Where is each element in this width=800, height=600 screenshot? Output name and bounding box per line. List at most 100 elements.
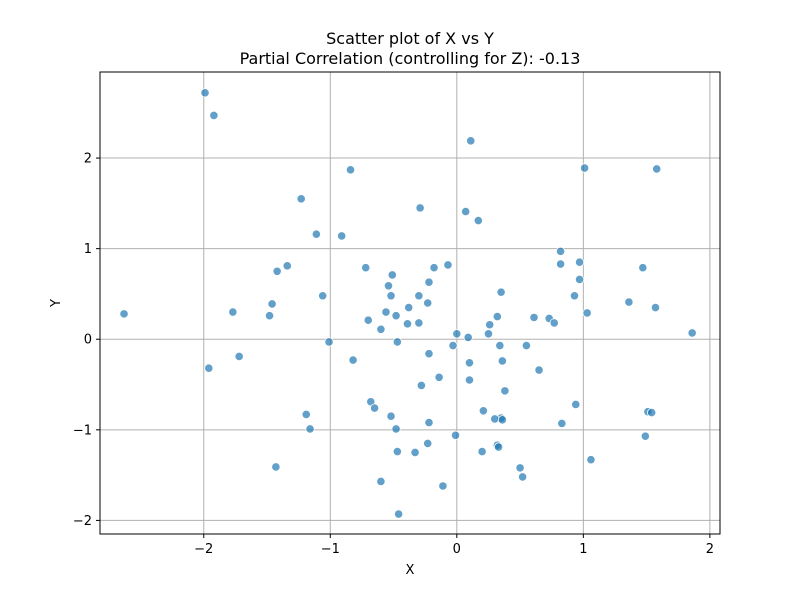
scatter-point	[392, 446, 402, 457]
scatter-point	[464, 358, 475, 368]
scatter-point	[424, 277, 434, 287]
scatter-point	[410, 447, 420, 458]
scatter-point	[574, 257, 585, 267]
scatter-point	[461, 206, 471, 217]
scatter-point	[381, 307, 391, 317]
y-tick-label: −1	[73, 423, 92, 438]
scatter-point	[414, 291, 424, 301]
scatter-point	[557, 418, 567, 429]
scatter-point	[478, 406, 488, 416]
scatter-point	[383, 281, 394, 291]
scatter-point	[497, 415, 507, 425]
scatter-point	[387, 270, 397, 280]
scatter-point	[414, 318, 424, 328]
scatter-point	[391, 311, 401, 321]
scatter-point	[529, 312, 539, 323]
scatter-point	[324, 337, 334, 347]
scatter-point	[466, 136, 476, 146]
y-tick-label: 1	[84, 242, 92, 257]
scatter-point	[434, 372, 444, 382]
scatter-point	[394, 509, 404, 519]
scatter-point	[423, 298, 433, 308]
scatter-point	[429, 263, 439, 273]
scatter-point	[282, 261, 292, 271]
y-axis-label: Y	[49, 299, 64, 308]
x-axis-label: X	[406, 563, 415, 578]
scatter-point	[264, 311, 275, 321]
scatter-point	[416, 380, 426, 391]
scatter-point	[209, 110, 219, 121]
scatter-point	[473, 215, 483, 226]
scatter-point	[311, 229, 321, 239]
scatter-point	[392, 337, 402, 347]
scatter-point	[555, 259, 566, 269]
scatter-point	[424, 349, 434, 359]
scatter-point	[555, 246, 566, 256]
scatter-point	[228, 307, 238, 317]
scatter-point	[638, 263, 648, 273]
scatter-point	[271, 462, 281, 472]
scatter-point	[496, 287, 506, 297]
scatter-point	[337, 231, 347, 241]
x-tick-label: 0	[453, 542, 461, 557]
scatter-point	[580, 163, 590, 173]
scatter-point	[438, 481, 448, 491]
scatter-point	[463, 332, 473, 343]
scatter-point	[404, 302, 414, 313]
scatter-point	[687, 328, 697, 338]
scatter-point	[452, 329, 462, 339]
scatter-point	[569, 291, 580, 301]
scatter-point	[571, 399, 581, 410]
scatter-point	[493, 442, 504, 452]
scatter-point	[582, 308, 592, 318]
data-points	[119, 88, 697, 519]
scatter-point	[361, 263, 371, 273]
scatter-point	[624, 297, 634, 307]
scatter-point	[500, 386, 510, 396]
scatter-point	[415, 203, 425, 213]
scatter-point	[534, 365, 544, 375]
y-tick-label: 2	[84, 152, 92, 167]
x-tick-label: −2	[194, 542, 213, 557]
scatter-point	[424, 417, 434, 428]
scatter-point	[376, 324, 386, 334]
scatter-point	[318, 291, 328, 301]
scatter-point	[402, 319, 413, 329]
scatter-point	[345, 165, 356, 175]
scatter-point	[119, 309, 129, 319]
y-tick-label: −2	[73, 514, 92, 529]
grid-lines	[100, 72, 720, 534]
scatter-point	[483, 329, 494, 339]
scatter-point	[518, 472, 528, 482]
scatter-point	[477, 446, 487, 457]
scatter-point	[640, 431, 650, 441]
scatter-point	[515, 463, 525, 473]
axis-ticks: −2 −1 0 1 2 −2 −1 0 1 2	[73, 152, 714, 557]
scatter-point	[448, 340, 458, 351]
scatter-point	[490, 414, 500, 424]
scatter-point	[376, 476, 386, 487]
x-tick-label: 1	[579, 542, 587, 557]
scatter-point	[497, 356, 507, 366]
scatter-point	[369, 403, 380, 413]
scatter-point	[521, 340, 532, 351]
y-tick-label: 0	[84, 333, 92, 348]
scatter-point	[464, 375, 475, 385]
scatter-point	[200, 88, 210, 98]
scatter-point	[450, 430, 461, 440]
scatter-point	[234, 351, 244, 362]
scatter-point	[647, 408, 657, 418]
scatter-point	[492, 311, 502, 322]
scatter-point	[443, 260, 453, 270]
scatter-point	[650, 302, 661, 313]
x-tick-label: 2	[706, 542, 714, 557]
scatter-point	[423, 438, 433, 449]
scatter-point	[391, 424, 401, 434]
scatter-point	[272, 266, 282, 276]
chart-subtitle: Partial Correlation (controlling for Z):…	[240, 49, 581, 68]
scatter-point	[386, 411, 396, 421]
scatter-point	[267, 299, 277, 309]
scatter-point	[204, 363, 214, 373]
